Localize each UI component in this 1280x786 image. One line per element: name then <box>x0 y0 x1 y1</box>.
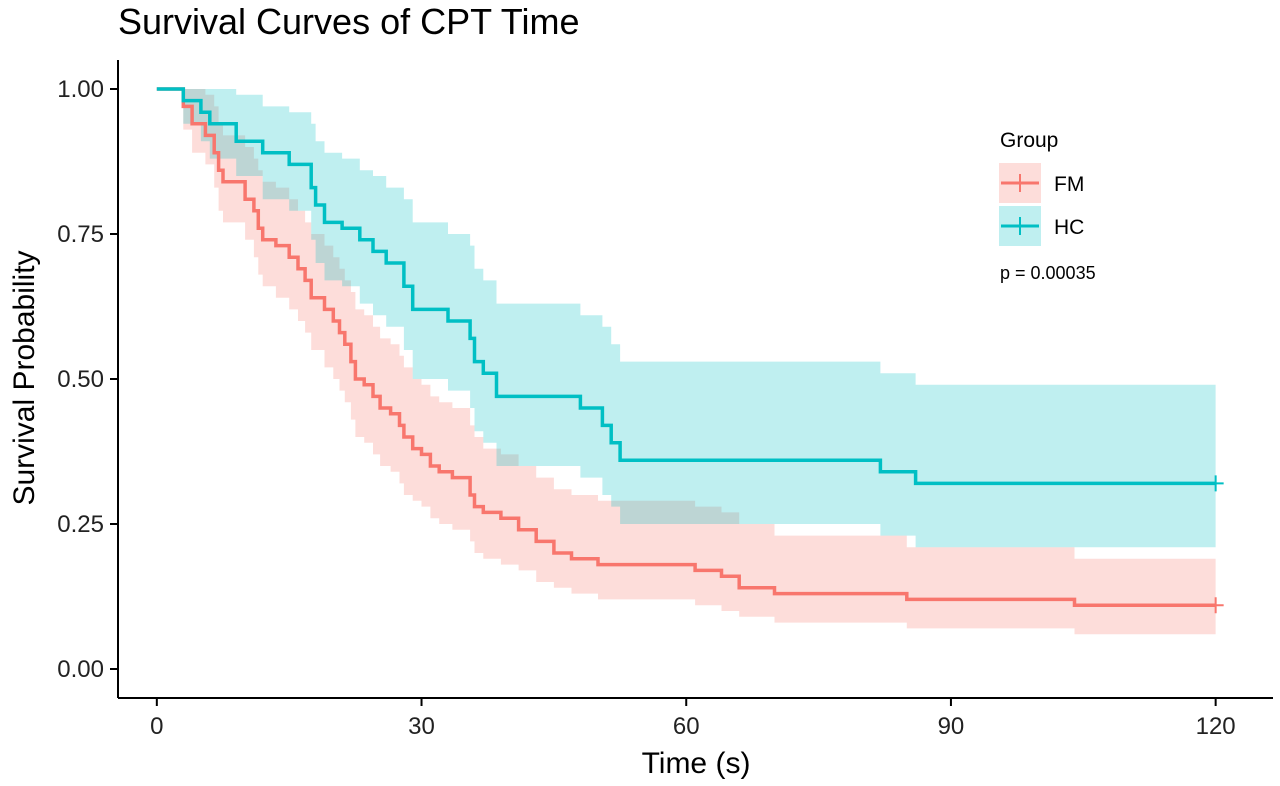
legend: Group FM HC <box>999 129 1084 246</box>
x-tick-label: 90 <box>938 713 965 740</box>
censor-marks <box>1207 475 1224 614</box>
y-axis-ticks: 0.00 0.25 0.50 0.75 1.00 <box>57 76 118 683</box>
y-tick-label: 0.00 <box>57 656 104 683</box>
y-tick-label: 1.00 <box>57 76 104 103</box>
fm-confidence-band <box>156 89 1216 635</box>
legend-title: Group <box>1000 129 1058 152</box>
x-axis-title: Time (s) <box>642 747 751 780</box>
y-tick-label: 0.75 <box>57 221 104 248</box>
x-axis-ticks: 0 30 60 90 120 <box>150 698 1236 740</box>
chart-title: Survival Curves of CPT Time <box>118 1 579 42</box>
fm-survival-line <box>156 87 1216 607</box>
x-tick-label: 60 <box>673 713 700 740</box>
hc-survival-line <box>156 87 1216 486</box>
x-tick-label: 120 <box>1196 713 1236 740</box>
hc-legend-label: HC <box>1054 216 1084 239</box>
y-axis-title: Survival Probability <box>8 250 41 505</box>
y-tick-label: 0.50 <box>57 366 104 393</box>
fm-censor-mark <box>1207 597 1224 614</box>
x-tick-label: 30 <box>408 713 435 740</box>
p-value-annotation: p = 0.00035 <box>1000 263 1096 283</box>
hc-censor-mark <box>1207 475 1224 492</box>
y-tick-label: 0.25 <box>57 511 104 538</box>
survival-lines <box>156 87 1216 607</box>
x-tick-label: 0 <box>150 713 163 740</box>
hc-confidence-band <box>156 89 1216 548</box>
confidence-bands <box>156 89 1216 635</box>
fm-legend-label: FM <box>1054 173 1084 196</box>
